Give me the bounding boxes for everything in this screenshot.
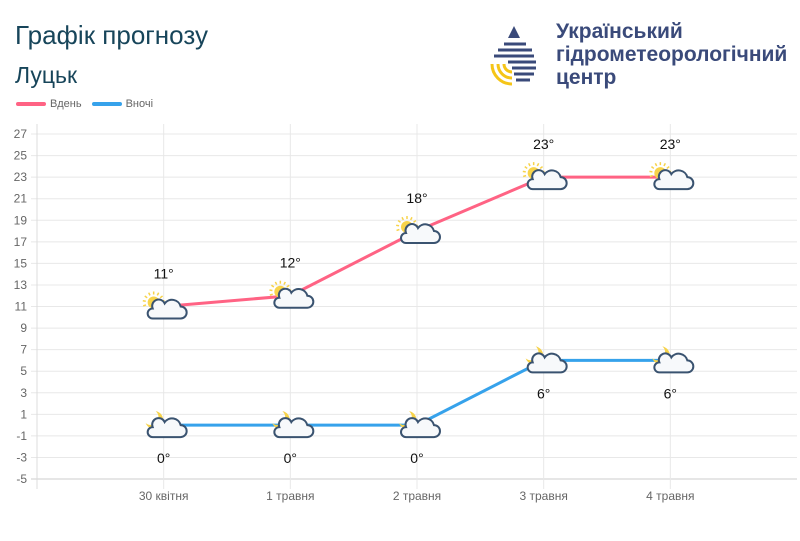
- organization-name: Український гідрометеорологічний центр: [556, 20, 787, 89]
- y-tick-label: -1: [16, 429, 27, 443]
- sun-ray: [650, 166, 655, 170]
- sun-ray: [649, 174, 653, 178]
- cloud-shape: [400, 417, 441, 439]
- sun-ray: [539, 166, 544, 170]
- sun-ray: [159, 295, 164, 299]
- sun-ray: [663, 162, 666, 167]
- sun-ray: [654, 162, 658, 167]
- cloud-shape: [400, 223, 441, 245]
- y-tick-label: 19: [14, 213, 28, 227]
- y-tick-label: 25: [14, 149, 28, 163]
- x-tick-label: 1 травня: [266, 489, 314, 503]
- y-tick-label: 17: [14, 235, 28, 249]
- cloud-shape: [526, 169, 568, 191]
- x-tick-label: 30 квітня: [139, 489, 189, 503]
- y-tick-label: 9: [20, 321, 27, 335]
- sun-cloud-icon: [142, 291, 188, 320]
- moon-cloud-icon: [145, 411, 188, 439]
- y-tick-label: 27: [14, 127, 28, 141]
- data-label: 6°: [537, 385, 550, 401]
- sun-ray: [413, 219, 417, 223]
- y-tick-label: -3: [16, 450, 27, 464]
- sun-ray: [666, 166, 670, 170]
- y-tick-label: 5: [20, 364, 27, 378]
- sun-cloud-icon: [269, 280, 315, 309]
- sun-ray: [156, 292, 160, 296]
- cloud-shape: [653, 169, 695, 191]
- sun-ray: [274, 281, 278, 285]
- sun-ray: [409, 216, 413, 221]
- cloud-shape: [146, 298, 188, 320]
- city-name: Луцьк: [15, 62, 78, 88]
- sun-ray: [522, 174, 527, 178]
- data-label: 23°: [533, 136, 554, 152]
- legend-label: Вдень: [50, 98, 82, 110]
- sun-ray: [397, 219, 401, 223]
- y-tick-label: -5: [16, 472, 27, 486]
- sun-ray: [269, 293, 273, 296]
- y-tick-label: 1: [20, 407, 27, 421]
- sun-cloud-icon: [649, 162, 695, 191]
- org-line: центр: [556, 66, 617, 89]
- moon-cloud-icon: [272, 411, 315, 439]
- sun-ray: [142, 304, 147, 307]
- data-label: 12°: [280, 255, 301, 271]
- sun-ray: [283, 281, 286, 285]
- sun-ray: [396, 228, 400, 232]
- x-tick-label: 4 травня: [646, 489, 694, 503]
- cloud-shape: [273, 417, 315, 439]
- data-label: 0°: [157, 450, 170, 466]
- x-tick-label: 3 травня: [519, 489, 567, 503]
- page-title: Графік прогнозу: [15, 20, 208, 50]
- sun-cloud-icon: [522, 162, 568, 191]
- data-label: 0°: [284, 450, 297, 466]
- moon-cloud-icon: [399, 411, 441, 439]
- legend-label: Вночі: [125, 98, 154, 110]
- sun-ray: [286, 284, 290, 288]
- y-tick-label: 3: [20, 386, 27, 400]
- data-label: 18°: [406, 190, 427, 206]
- legend: Вдень Вночі: [16, 98, 163, 110]
- cloud-shape: [526, 352, 568, 374]
- sun-ray: [148, 292, 151, 296]
- moon-cloud-icon: [652, 346, 695, 374]
- legend-swatch: [16, 102, 46, 106]
- sun-ray: [528, 162, 531, 167]
- y-tick-label: 21: [14, 192, 28, 206]
- data-label: 23°: [660, 136, 681, 152]
- y-tick-label: 13: [14, 278, 28, 292]
- sun-ray: [536, 162, 540, 167]
- x-tick-label: 2 травня: [393, 489, 441, 503]
- cloud-shape: [653, 352, 695, 374]
- y-tick-label: 23: [14, 170, 28, 184]
- legend-item-night[interactable]: Вночі: [91, 98, 154, 110]
- sun-ray: [524, 166, 528, 170]
- moon-cloud-icon: [525, 346, 568, 374]
- y-tick-label: 15: [14, 256, 28, 270]
- sun-ray: [270, 284, 275, 288]
- data-label: 11°: [154, 266, 174, 282]
- data-label: 6°: [664, 385, 677, 401]
- org-line: Український: [556, 20, 683, 43]
- ugmc-logo-icon: [490, 26, 536, 86]
- y-tick-label: 7: [20, 343, 27, 357]
- cloud-shape: [146, 417, 188, 439]
- sun-ray: [401, 216, 405, 221]
- sun-cloud-icon: [396, 216, 441, 245]
- data-label: 0°: [410, 450, 423, 466]
- org-line: гідрометеорологічний: [556, 43, 788, 66]
- legend-swatch: [91, 102, 122, 106]
- sun-ray: [144, 295, 148, 299]
- legend-item-day[interactable]: Вдень: [16, 98, 82, 110]
- y-tick-label: 11: [15, 300, 28, 314]
- cloud-shape: [273, 287, 315, 309]
